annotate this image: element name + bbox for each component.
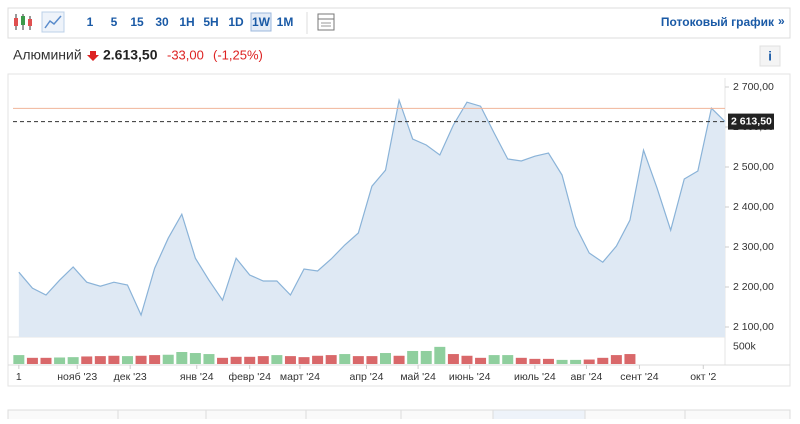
volume-bar: [162, 354, 174, 364]
x-tick-label: окт '2: [690, 371, 716, 383]
toolbar: [7, 7, 791, 39]
interval-button[interactable]: 15: [130, 15, 144, 29]
volume-bar: [325, 355, 337, 364]
x-tick-label: март '24: [280, 371, 320, 383]
y-tick-label: 2 400,00: [733, 201, 774, 213]
volume-tick-label: 500k: [733, 341, 757, 353]
stream-arrow[interactable]: »: [778, 14, 785, 28]
volume-bar: [366, 356, 378, 364]
volume-bar: [13, 355, 25, 364]
last-price-box: [728, 113, 774, 130]
interval-button[interactable]: 30: [155, 15, 169, 29]
interval-button[interactable]: 1W: [252, 15, 271, 29]
price: 2.613,50: [103, 47, 158, 63]
volume-bar: [67, 357, 79, 364]
x-tick-label: февр '24: [228, 371, 271, 383]
volume-bar: [447, 354, 459, 364]
interval-button[interactable]: 5: [111, 15, 118, 29]
x-tick-label: авг '24: [571, 371, 603, 383]
price-area: [18, 100, 725, 337]
volume-bar: [379, 353, 391, 364]
interval-button[interactable]: 5H: [203, 15, 218, 29]
y-tick-label: 2 200,00: [733, 281, 774, 293]
volume-bar: [230, 356, 242, 364]
volume-bar: [461, 355, 473, 364]
volume-bar: [135, 355, 147, 364]
volume-bar: [352, 356, 364, 364]
x-tick-label: апр '24: [350, 371, 384, 383]
candle-icon[interactable]: [14, 14, 32, 30]
x-tick-label: янв '24: [180, 371, 214, 383]
volume-bar: [597, 357, 609, 364]
volume-bar: [203, 354, 215, 364]
volume-bar: [610, 355, 622, 364]
volume-bar: [624, 354, 636, 364]
bottom-tabs: [7, 409, 791, 424]
area-icon[interactable]: [41, 11, 65, 33]
volume-bar: [244, 356, 256, 364]
y-tick-label: 2 700,00: [733, 81, 774, 93]
volume-bar: [81, 356, 93, 364]
volume-bar: [434, 346, 446, 364]
x-tick-label: май '24: [400, 371, 436, 383]
volume-bar: [298, 357, 310, 364]
volume-bar: [475, 357, 487, 364]
volume-bar: [189, 353, 201, 364]
y-tick-label: 2 500,00: [733, 161, 774, 173]
interval-button[interactable]: 1: [87, 15, 94, 29]
x-tick-label: дек '23: [114, 371, 147, 383]
volume-bar: [176, 352, 188, 364]
volume-bar: [488, 355, 500, 364]
y-tick-label: 2 100,00: [733, 321, 774, 333]
volume-bar: [271, 355, 283, 364]
volume-bar: [570, 359, 582, 364]
volume-bar: [121, 356, 133, 364]
info-label[interactable]: i: [768, 48, 772, 63]
volume-bar: [312, 355, 324, 364]
volume-bar: [502, 355, 514, 364]
volume-bar: [393, 355, 405, 364]
volume-bar: [54, 357, 66, 364]
volume-bar: [217, 357, 229, 364]
x-tick-label: нояб '23: [57, 371, 97, 383]
interval-button[interactable]: 1M: [277, 15, 294, 29]
price-line: [18, 97, 726, 317]
volume-bar: [339, 354, 351, 364]
volume-bar: [257, 356, 269, 364]
table-icon[interactable]: [317, 13, 335, 31]
interval-button[interactable]: 1H: [179, 15, 194, 29]
interval-button[interactable]: 1D: [228, 15, 244, 29]
stream-link[interactable]: Потоковый график: [661, 15, 775, 29]
y-tick-label: 2 300,00: [733, 241, 774, 253]
x-tick-label: июль '24: [514, 371, 556, 383]
volume-bar: [26, 357, 38, 364]
volume-bar: [420, 350, 432, 364]
last-price-label: 2 613,50: [731, 115, 772, 127]
volume-bar: [407, 350, 419, 364]
volume-bar: [284, 356, 296, 364]
volume-bar: [94, 356, 106, 364]
info-button[interactable]: [759, 45, 781, 67]
change: -33,00: [167, 47, 204, 62]
volume-bar: [515, 357, 527, 364]
volume-bar: [583, 359, 595, 364]
volume-bar: [108, 355, 120, 364]
volume-bar: [40, 357, 52, 364]
active-interval-box: [250, 12, 272, 32]
x-tick-label: 1: [16, 371, 22, 383]
volume-bar: [149, 355, 161, 364]
change-pct: (-1,25%): [213, 47, 263, 62]
instrument-name: Алюминий: [13, 47, 82, 63]
x-tick-label: сент '24: [620, 371, 658, 383]
volume-bar: [529, 358, 541, 364]
x-tick-label: июнь '24: [449, 371, 491, 383]
down-arrow: [87, 51, 99, 61]
volume-bar: [542, 358, 554, 364]
volume-bar: [556, 359, 568, 364]
